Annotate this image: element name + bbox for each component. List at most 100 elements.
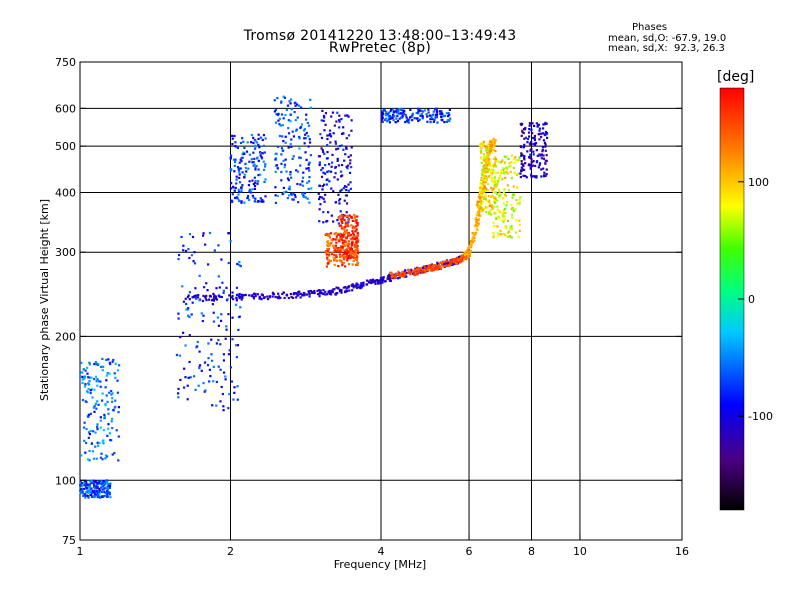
echo-point — [290, 108, 293, 111]
echo-point — [482, 173, 485, 176]
echo-point — [431, 267, 434, 270]
echo-point — [355, 263, 358, 266]
echo-point — [537, 132, 541, 136]
echo-point — [321, 167, 324, 170]
echo-point — [108, 493, 111, 496]
echo-point — [304, 151, 307, 154]
echo-point — [97, 363, 100, 367]
echo-point — [543, 141, 547, 144]
echo-point — [514, 208, 517, 211]
echo-point — [239, 141, 243, 145]
echo-point — [110, 420, 113, 423]
echo-point — [354, 253, 357, 256]
echo-point — [87, 413, 90, 416]
echo-point — [96, 425, 99, 428]
echo-point — [98, 487, 101, 490]
echo-point — [318, 184, 322, 188]
echo-point — [96, 400, 99, 403]
echo-point — [479, 206, 482, 209]
echo-point — [510, 228, 513, 231]
echo-point — [296, 116, 299, 119]
echo-point — [274, 186, 277, 189]
echo-point — [231, 291, 234, 294]
echo-point — [389, 110, 392, 113]
echo-point — [108, 432, 111, 435]
echo-point — [345, 137, 348, 140]
echo-point — [488, 147, 491, 150]
echo-point — [352, 286, 355, 289]
echo-point — [212, 297, 215, 300]
echo-point — [483, 160, 486, 163]
echo-point — [261, 152, 264, 155]
echo-point — [105, 455, 109, 458]
echo-point — [212, 365, 215, 369]
echo-point — [253, 200, 256, 203]
echo-point — [80, 484, 83, 488]
echo-point — [240, 190, 243, 193]
echo-point — [432, 110, 435, 113]
echo-point — [483, 197, 486, 201]
echo-point — [464, 257, 468, 261]
echo-point — [514, 156, 517, 159]
echo-point — [343, 185, 347, 188]
echo-point — [197, 293, 200, 297]
echo-point — [480, 186, 483, 189]
grid-lines — [80, 62, 682, 540]
echo-point — [353, 217, 356, 220]
echo-point — [480, 161, 483, 164]
echo-point — [355, 250, 358, 253]
echo-point — [342, 235, 345, 238]
echo-point — [248, 294, 251, 297]
echo-point — [492, 221, 495, 224]
echo-point — [87, 496, 90, 499]
echo-point — [533, 134, 537, 138]
echo-point — [432, 120, 435, 123]
echo-point — [295, 103, 299, 106]
echo-point — [433, 264, 436, 267]
echo-point — [402, 274, 405, 277]
echo-point — [340, 163, 344, 167]
echo-point — [287, 296, 290, 300]
echo-point — [485, 170, 489, 173]
echo-point — [529, 167, 532, 170]
echo-point — [471, 237, 474, 240]
echo-point — [356, 232, 360, 235]
echo-point — [520, 134, 523, 137]
echo-point — [285, 170, 288, 173]
echo-point — [511, 216, 514, 219]
echo-point — [515, 173, 518, 177]
echo-point — [351, 283, 354, 286]
echo-point — [531, 175, 534, 178]
echo-point — [305, 158, 308, 162]
echo-point — [291, 130, 294, 133]
echo-point — [341, 264, 344, 267]
echo-point — [234, 303, 238, 306]
echo-point — [335, 292, 338, 295]
echo-point — [293, 193, 297, 197]
echo-point — [328, 244, 331, 247]
echo-point — [347, 164, 350, 167]
echo-point — [503, 218, 506, 221]
echo-point — [541, 146, 544, 149]
echo-point — [285, 108, 288, 112]
echo-point — [255, 164, 258, 168]
echo-point — [261, 294, 265, 297]
echo-point — [79, 489, 82, 493]
echo-point — [298, 290, 301, 293]
echo-point — [419, 266, 422, 270]
echo-point — [229, 156, 232, 159]
echo-point — [186, 295, 190, 299]
echo-point — [414, 272, 417, 275]
echo-point — [491, 189, 494, 192]
echo-point — [459, 260, 462, 264]
echo-point — [236, 165, 240, 169]
echo-point — [411, 119, 414, 122]
echo-point — [290, 145, 293, 148]
echo-point — [390, 272, 393, 276]
echo-point — [531, 132, 534, 135]
echo-point — [90, 388, 93, 391]
echo-point — [375, 278, 378, 282]
echo-point — [497, 179, 500, 182]
echo-point — [420, 112, 423, 116]
